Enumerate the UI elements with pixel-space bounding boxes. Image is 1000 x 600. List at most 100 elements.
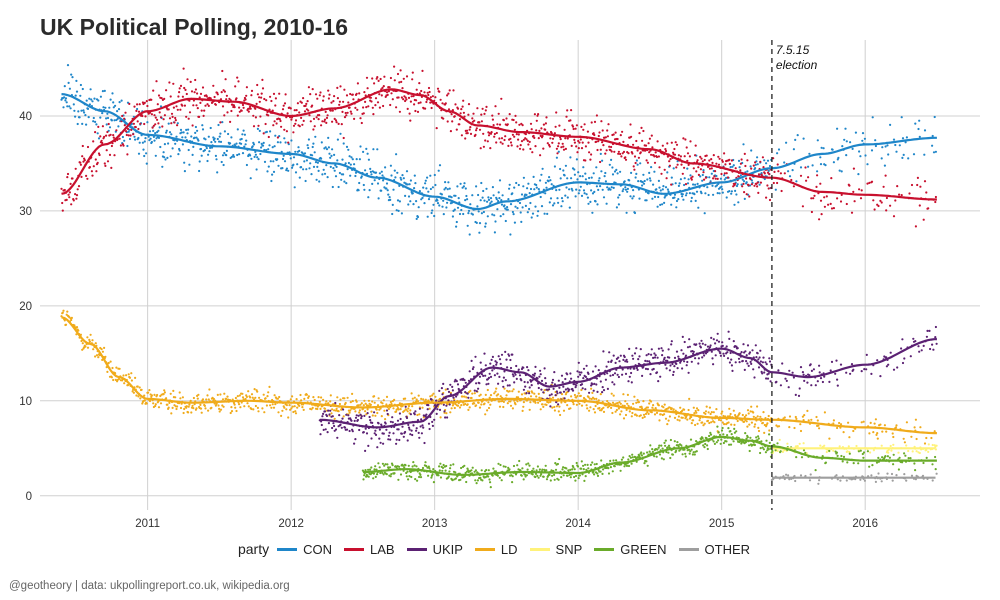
- poll-point-con: [236, 153, 239, 157]
- poll-point-lab: [345, 114, 348, 117]
- poll-point-ukip: [918, 350, 921, 353]
- poll-point-other: [839, 479, 842, 482]
- poll-point-con: [376, 182, 380, 185]
- poll-point-con: [737, 201, 740, 204]
- poll-point-ld: [216, 393, 219, 396]
- poll-point-green: [560, 476, 563, 479]
- poll-point-con: [816, 139, 819, 142]
- poll-point-ukip: [661, 349, 664, 352]
- poll-point-con: [308, 167, 311, 170]
- poll-point-con: [241, 152, 245, 155]
- poll-point-ld: [154, 404, 157, 408]
- poll-point-ukip: [803, 379, 806, 382]
- poll-point-ld: [477, 401, 480, 404]
- poll-point-lab: [566, 109, 569, 112]
- poll-point-green: [660, 457, 664, 460]
- poll-point-lab: [555, 111, 558, 114]
- poll-point-ld: [573, 393, 577, 397]
- poll-point-green: [502, 465, 505, 468]
- poll-point-ukip: [672, 373, 675, 376]
- poll-point-ukip: [779, 384, 783, 387]
- poll-point-con: [271, 173, 274, 176]
- poll-point-ukip: [329, 409, 332, 412]
- poll-point-green: [729, 443, 733, 446]
- poll-point-lab: [642, 129, 645, 133]
- poll-point-ukip: [728, 361, 732, 364]
- poll-point-green: [540, 473, 543, 476]
- poll-point-green: [648, 450, 651, 453]
- poll-point-lab: [110, 144, 113, 148]
- poll-point-ld: [695, 411, 698, 414]
- poll-point-ld: [842, 431, 845, 434]
- poll-point-ld: [505, 394, 508, 397]
- poll-point-con: [577, 192, 580, 195]
- poll-point-green: [439, 476, 443, 479]
- poll-point-con: [442, 213, 445, 216]
- poll-point-lab: [225, 94, 228, 97]
- poll-point-con: [598, 177, 601, 180]
- poll-point-ld: [376, 404, 380, 407]
- poll-point-con: [63, 96, 66, 99]
- poll-point-lab: [337, 122, 340, 125]
- poll-point-green: [553, 478, 556, 481]
- poll-point-lab: [544, 128, 547, 131]
- poll-point-ukip: [836, 384, 839, 387]
- poll-point-con: [306, 144, 309, 147]
- poll-point-con: [258, 129, 261, 132]
- poll-point-ukip: [540, 388, 543, 391]
- poll-point-green: [583, 479, 586, 482]
- poll-point-con: [736, 183, 739, 186]
- poll-point-lab: [497, 112, 500, 115]
- poll-point-green: [802, 449, 806, 452]
- poll-point-ld: [817, 424, 820, 427]
- poll-point-lab: [389, 76, 392, 80]
- poll-point-con: [407, 195, 411, 198]
- poll-point-con: [220, 160, 223, 164]
- poll-point-con: [560, 197, 564, 200]
- poll-point-lab: [519, 144, 522, 147]
- poll-point-con: [389, 198, 392, 201]
- poll-point-green: [680, 444, 683, 447]
- poll-point-ld: [839, 423, 843, 426]
- poll-point-con: [331, 148, 334, 151]
- poll-point-ukip: [745, 354, 748, 357]
- poll-point-ld: [767, 414, 770, 418]
- poll-point-con: [315, 178, 318, 181]
- poll-point-ld: [137, 395, 140, 398]
- poll-point-con: [409, 179, 412, 182]
- poll-point-lab: [484, 139, 487, 142]
- poll-point-con: [152, 129, 155, 132]
- poll-point-con: [103, 89, 106, 92]
- poll-point-con: [201, 124, 204, 127]
- poll-point-con: [534, 205, 537, 208]
- poll-point-con: [758, 183, 761, 186]
- poll-point-lab: [106, 130, 109, 134]
- poll-point-con: [560, 205, 563, 208]
- poll-point-green: [504, 465, 507, 468]
- poll-point-con: [71, 76, 74, 79]
- poll-point-green: [573, 475, 576, 479]
- poll-point-lab: [282, 104, 285, 107]
- poll-point-lab: [657, 155, 661, 158]
- poll-point-green: [768, 441, 771, 444]
- poll-point-con: [158, 126, 161, 129]
- poll-point-con: [597, 188, 600, 191]
- poll-point-lab: [447, 92, 450, 95]
- poll-point-con: [249, 154, 252, 157]
- poll-point-con: [137, 136, 140, 140]
- poll-point-lab: [455, 128, 458, 131]
- poll-point-con: [557, 201, 560, 204]
- poll-point-lab: [202, 114, 205, 117]
- poll-point-con: [292, 163, 295, 166]
- poll-point-con: [549, 179, 552, 182]
- poll-point-lab: [420, 89, 423, 93]
- poll-point-green: [528, 464, 531, 467]
- poll-point-ld: [729, 412, 732, 416]
- poll-point-ld: [432, 392, 435, 395]
- poll-point-green: [726, 434, 729, 437]
- poll-point-ukip: [697, 362, 700, 365]
- poll-point-ld: [529, 401, 532, 404]
- poll-point-ld: [204, 407, 207, 410]
- poll-point-con: [63, 85, 66, 88]
- poll-point-lab: [580, 125, 583, 128]
